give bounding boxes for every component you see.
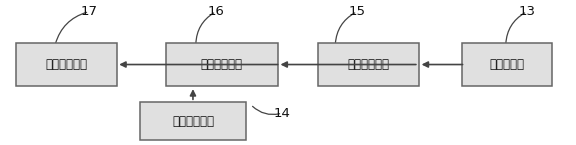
Text: 命令输入模块: 命令输入模块 — [172, 115, 214, 128]
Text: 17: 17 — [81, 5, 98, 18]
FancyBboxPatch shape — [318, 43, 419, 86]
FancyBboxPatch shape — [139, 102, 247, 140]
Text: 15: 15 — [348, 5, 366, 18]
FancyBboxPatch shape — [462, 43, 551, 86]
FancyBboxPatch shape — [16, 43, 116, 86]
Text: 16: 16 — [207, 5, 225, 18]
Text: 13: 13 — [518, 5, 536, 18]
FancyBboxPatch shape — [166, 43, 278, 86]
Text: 激光测距仪: 激光测距仪 — [490, 58, 524, 71]
Text: 数据采集模块: 数据采集模块 — [348, 58, 389, 71]
Text: 中央处理模块: 中央处理模块 — [201, 58, 242, 71]
Text: 数据显示模块: 数据显示模块 — [46, 58, 87, 71]
Text: 14: 14 — [274, 107, 291, 120]
